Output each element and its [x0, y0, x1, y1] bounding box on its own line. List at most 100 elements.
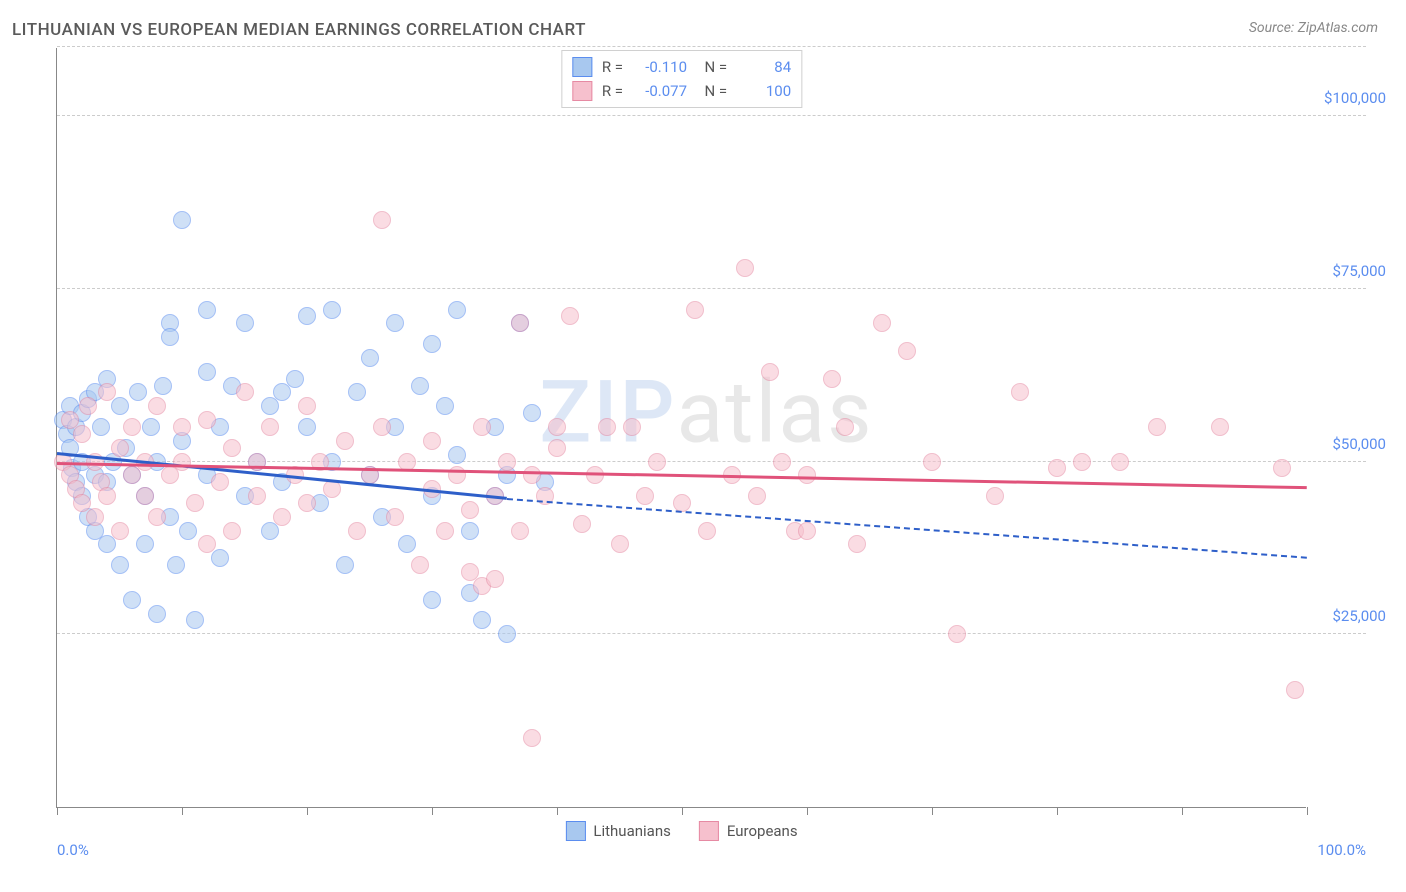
data-point: [298, 494, 316, 512]
x-tick: [182, 807, 183, 815]
data-point: [129, 383, 147, 401]
data-point: [236, 383, 254, 401]
data-point: [386, 508, 404, 526]
data-point: [598, 418, 616, 436]
data-point: [211, 549, 229, 567]
data-point: [136, 487, 154, 505]
data-point: [761, 363, 779, 381]
data-point: [298, 418, 316, 436]
data-point: [423, 335, 441, 353]
data-point: [261, 522, 279, 540]
x-tick: [307, 807, 308, 815]
data-point: [411, 377, 429, 395]
data-point: [98, 383, 116, 401]
data-point: [336, 556, 354, 574]
y-tick-label: $25,000: [1314, 607, 1386, 625]
y-axis-label: Median Earnings: [3, 0, 21, 1]
x-axis-max-label: 100.0%: [1317, 841, 1366, 859]
x-tick: [57, 807, 58, 815]
data-point: [573, 515, 591, 533]
data-point: [436, 397, 454, 415]
stat-r-label: R =: [602, 55, 623, 79]
legend-swatch: [572, 81, 592, 101]
data-point: [148, 605, 166, 623]
data-point: [248, 487, 266, 505]
data-point: [198, 535, 216, 553]
data-point: [1073, 453, 1091, 471]
stat-n-value: 100: [737, 79, 791, 103]
data-point: [98, 535, 116, 553]
data-point: [473, 418, 491, 436]
y-tick-label: $100,000: [1314, 89, 1386, 107]
data-point: [461, 522, 479, 540]
data-point: [1011, 383, 1029, 401]
chart-source: Source: ZipAtlas.com: [1249, 20, 1378, 36]
data-point: [1211, 418, 1229, 436]
data-point: [161, 466, 179, 484]
data-point: [148, 508, 166, 526]
data-point: [236, 314, 254, 332]
data-point: [823, 370, 841, 388]
x-tick: [807, 807, 808, 815]
legend-label: Lithuanians: [593, 822, 670, 840]
data-point: [273, 508, 291, 526]
data-point: [898, 342, 916, 360]
data-point: [179, 522, 197, 540]
data-point: [1286, 681, 1304, 699]
data-point: [161, 328, 179, 346]
data-point: [154, 377, 172, 395]
chart-header: LITHUANIAN VS EUROPEAN MEDIAN EARNINGS C…: [0, 0, 1406, 48]
data-point: [548, 418, 566, 436]
data-point: [186, 611, 204, 629]
gridline: [57, 633, 1366, 634]
legend-swatch: [699, 821, 719, 841]
data-point: [473, 611, 491, 629]
data-point: [73, 425, 91, 443]
data-point: [836, 418, 854, 436]
stats-row: R =-0.077 N =100: [572, 79, 791, 103]
data-point: [361, 349, 379, 367]
data-point: [386, 314, 404, 332]
data-point: [448, 301, 466, 319]
data-point: [648, 453, 666, 471]
data-point: [79, 397, 97, 415]
data-point: [198, 363, 216, 381]
data-point: [448, 446, 466, 464]
data-point: [686, 301, 704, 319]
x-tick: [1057, 807, 1058, 815]
data-point: [111, 556, 129, 574]
data-point: [142, 418, 160, 436]
data-point: [186, 494, 204, 512]
data-point: [336, 432, 354, 450]
x-tick: [1182, 807, 1183, 815]
data-point: [848, 535, 866, 553]
gridline: [57, 288, 1366, 289]
stat-r-value: -0.110: [633, 55, 687, 79]
data-point: [261, 397, 279, 415]
data-point: [423, 432, 441, 450]
data-point: [636, 487, 654, 505]
data-point: [461, 501, 479, 519]
gridline: [57, 115, 1366, 116]
data-point: [111, 439, 129, 457]
data-point: [986, 487, 1004, 505]
stats-row: R =-0.110 N =84: [572, 55, 791, 79]
data-point: [323, 301, 341, 319]
data-point: [398, 535, 416, 553]
stat-n-label: N =: [697, 55, 727, 79]
data-point: [111, 522, 129, 540]
data-point: [611, 535, 629, 553]
data-point: [92, 418, 110, 436]
gridline: [57, 46, 1366, 47]
data-point: [136, 535, 154, 553]
data-point: [698, 522, 716, 540]
data-point: [798, 466, 816, 484]
data-point: [498, 453, 516, 471]
data-point: [498, 625, 516, 643]
data-point: [373, 418, 391, 436]
stat-r-value: -0.077: [633, 79, 687, 103]
x-tick: [682, 807, 683, 815]
data-point: [436, 522, 454, 540]
data-point: [798, 522, 816, 540]
x-tick: [557, 807, 558, 815]
